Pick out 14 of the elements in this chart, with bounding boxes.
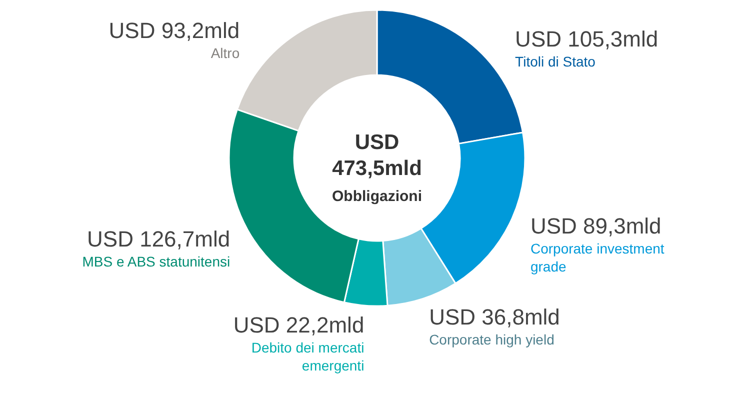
data-label: USD 93,2mld: [108, 18, 240, 44]
data-label: USD 22,2mld: [233, 312, 364, 338]
text: Obbligazioni: [332, 188, 422, 205]
slice-label: Titoli di Stato: [515, 53, 596, 70]
data-label: USD 126,7mld: [87, 226, 230, 252]
text: USD 473,5mld: [332, 131, 422, 180]
slice-label: MBS e ABS statunitensi: [82, 254, 230, 270]
slice-label: Corporate investment grade: [530, 240, 664, 274]
data-label: USD 89,3mld: [530, 213, 662, 238]
data-label: USD 36,8mld: [429, 304, 560, 330]
data-label: USD 105,3mld: [515, 26, 658, 52]
slice-label: Altro: [210, 45, 240, 62]
slice-label: Debito dei mercati emergenti: [251, 340, 364, 374]
slice-label: Corporate high yield: [429, 332, 554, 348]
